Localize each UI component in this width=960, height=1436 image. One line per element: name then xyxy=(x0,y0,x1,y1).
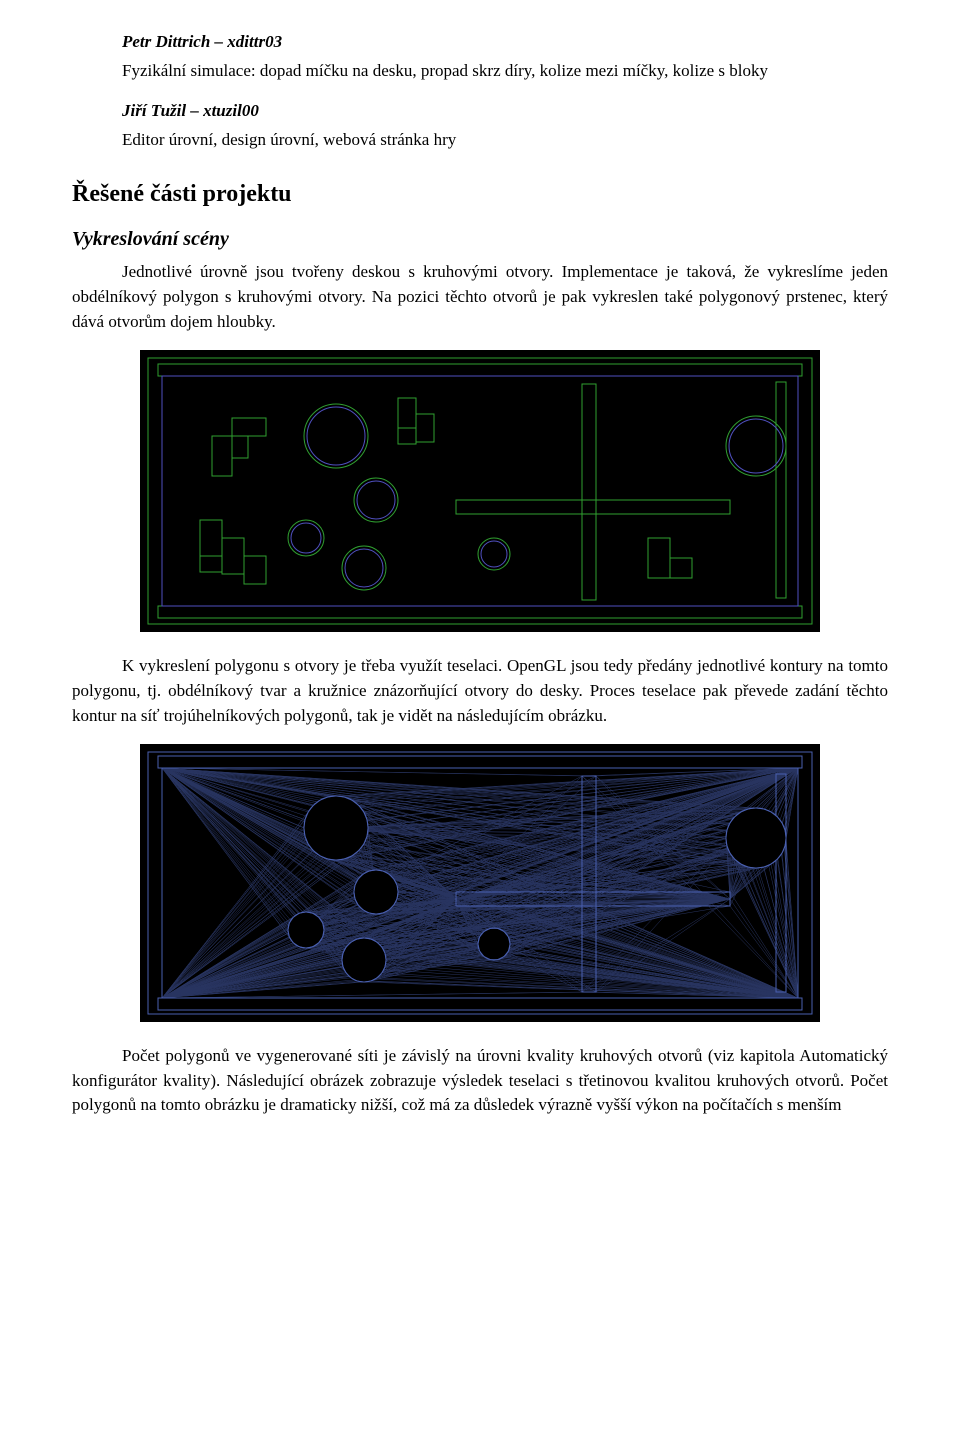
figure-tessellation xyxy=(72,744,888,1022)
author2-name: Jiří Tužil – xtuzil00 xyxy=(122,99,888,124)
tessellation-svg xyxy=(140,744,820,1022)
paragraph-2: K vykreslení polygonu s otvory je třeba … xyxy=(72,654,888,728)
author2-desc: Editor úrovní, design úrovní, webová str… xyxy=(122,128,888,153)
figure-wireframe xyxy=(72,350,888,632)
section-heading: Řešené části projektu xyxy=(72,177,888,212)
wireframe-svg xyxy=(140,350,820,632)
subsection-heading: Vykreslování scény xyxy=(72,225,888,254)
paragraph-3: Počet polygonů ve vygenerované síti je z… xyxy=(72,1044,888,1118)
paragraph-1: Jednotlivé úrovně jsou tvořeny deskou s … xyxy=(72,260,888,334)
author1-name: Petr Dittrich – xdittr03 xyxy=(122,30,888,55)
author1-desc: Fyzikální simulace: dopad míčku na desku… xyxy=(72,59,888,84)
